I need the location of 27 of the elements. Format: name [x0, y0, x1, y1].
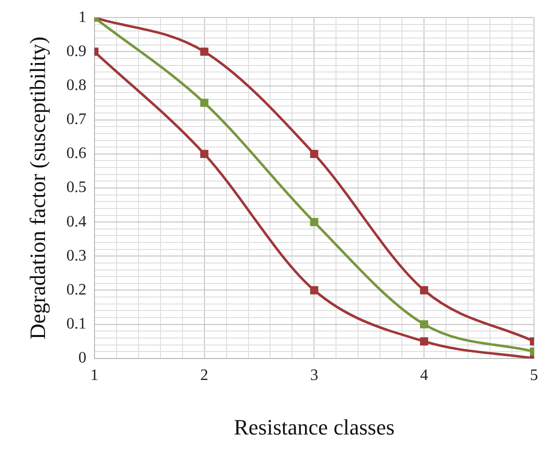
point — [310, 150, 318, 158]
point — [420, 320, 428, 328]
x-tick-label: 3 — [310, 367, 318, 384]
y-tick-label: 0.7 — [66, 111, 86, 128]
x-tick-label: 5 — [530, 367, 538, 384]
x-tick-label: 4 — [420, 367, 428, 384]
y-tick-label: 0.5 — [66, 179, 86, 196]
x-tick-label: 1 — [90, 367, 98, 384]
y-tick-label: 1 — [78, 8, 86, 26]
y-axis-title: Degradation factor (susceptibility) — [24, 36, 50, 340]
y-tick-label: 0.9 — [66, 42, 86, 60]
x-axis-title: Resistance classes — [234, 414, 395, 440]
y-tick-label: 0.8 — [66, 76, 86, 94]
y-tick-label: 0.6 — [66, 145, 86, 162]
point — [310, 218, 318, 226]
y-tick-label: 0.3 — [66, 247, 86, 264]
y-tick-label: 0.2 — [66, 281, 86, 298]
point — [200, 150, 208, 158]
x-tick-label: 2 — [200, 367, 208, 384]
y-tick-label: 0.1 — [66, 316, 86, 333]
point — [200, 48, 208, 56]
y-tick-label: 0 — [78, 350, 86, 367]
y-tick-label: 0.4 — [66, 213, 86, 230]
point — [420, 337, 428, 346]
point — [420, 286, 428, 294]
point — [200, 98, 208, 107]
point — [310, 286, 318, 294]
